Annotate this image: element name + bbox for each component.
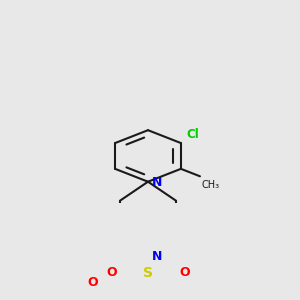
Text: CH₃: CH₃ [202,180,220,190]
Text: O: O [87,276,98,289]
Text: N: N [152,250,162,263]
Text: S: S [143,266,153,280]
Text: O: O [179,266,190,279]
Text: O: O [106,266,117,279]
Text: Cl: Cl [186,128,199,141]
Text: N: N [152,176,162,189]
